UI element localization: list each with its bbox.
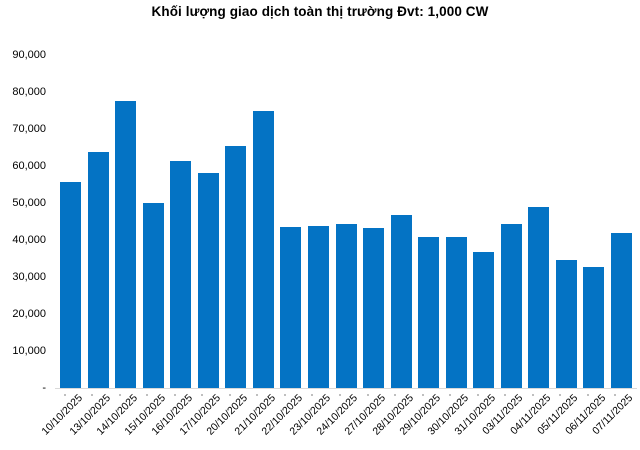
x-axis-tick — [476, 394, 479, 396]
chart-bar — [225, 145, 247, 388]
x-axis-tick — [173, 394, 176, 396]
x-axis-tick — [614, 394, 617, 396]
y-axis-tick-label: 30,000 — [12, 271, 46, 283]
chart-bar — [197, 173, 219, 388]
chart-bar — [555, 259, 577, 388]
x-axis-tick — [339, 394, 341, 396]
y-axis-tick-label: 60,000 — [12, 160, 46, 172]
y-axis-tick-label: 90,000 — [12, 49, 46, 61]
x-axis-tick — [394, 394, 397, 396]
y-axis-tick-label: 70,000 — [12, 123, 46, 135]
chart-bar — [280, 226, 302, 388]
x-axis-tick — [201, 394, 204, 396]
chart-bar — [473, 251, 495, 388]
x-axis-tick — [91, 394, 94, 396]
chart-bar — [142, 203, 164, 388]
chart-bar — [335, 223, 357, 388]
x-axis-tick — [559, 394, 562, 396]
chart-bar — [170, 160, 192, 388]
y-axis-tick-label: 80,000 — [12, 86, 46, 98]
x-axis-tick — [256, 394, 259, 396]
chart-bar — [60, 182, 82, 388]
x-axis-tick — [504, 394, 507, 396]
y-axis-tick-label: 20,000 — [12, 308, 46, 320]
x-axis-tick — [63, 394, 66, 396]
chart-bar — [390, 215, 412, 388]
chart-bar — [418, 237, 440, 388]
chart-bar — [583, 267, 605, 388]
x-axis-tick — [531, 394, 534, 396]
x-axis-tick — [228, 394, 231, 396]
chart-bar — [115, 100, 137, 388]
chart-bar — [363, 227, 385, 388]
chart-bar — [445, 237, 467, 388]
x-axis-tick — [146, 394, 149, 396]
y-axis-tick-label: - — [42, 382, 46, 394]
x-axis-tick — [449, 394, 452, 396]
y-axis-tick-label: 10,000 — [12, 345, 46, 357]
chart-bar — [500, 224, 522, 388]
x-axis-tick — [311, 394, 314, 396]
x-axis-tick — [366, 394, 369, 396]
chart-title: Khối lượng giao dịch toàn thị trường Đvt… — [151, 4, 489, 19]
x-axis-line — [55, 388, 637, 389]
chart-bar — [252, 111, 274, 388]
x-axis-tick — [118, 394, 121, 396]
y-axis-tick-label: 40,000 — [12, 234, 46, 246]
y-axis-tick-label: 50,000 — [12, 197, 46, 209]
chart-bar — [528, 207, 550, 388]
x-axis-tick — [283, 394, 286, 396]
chart-bar — [610, 232, 632, 388]
chart-bar — [87, 151, 109, 388]
x-axis-tick — [586, 394, 589, 396]
chart-bar — [307, 226, 329, 388]
x-axis-tick — [421, 394, 424, 396]
